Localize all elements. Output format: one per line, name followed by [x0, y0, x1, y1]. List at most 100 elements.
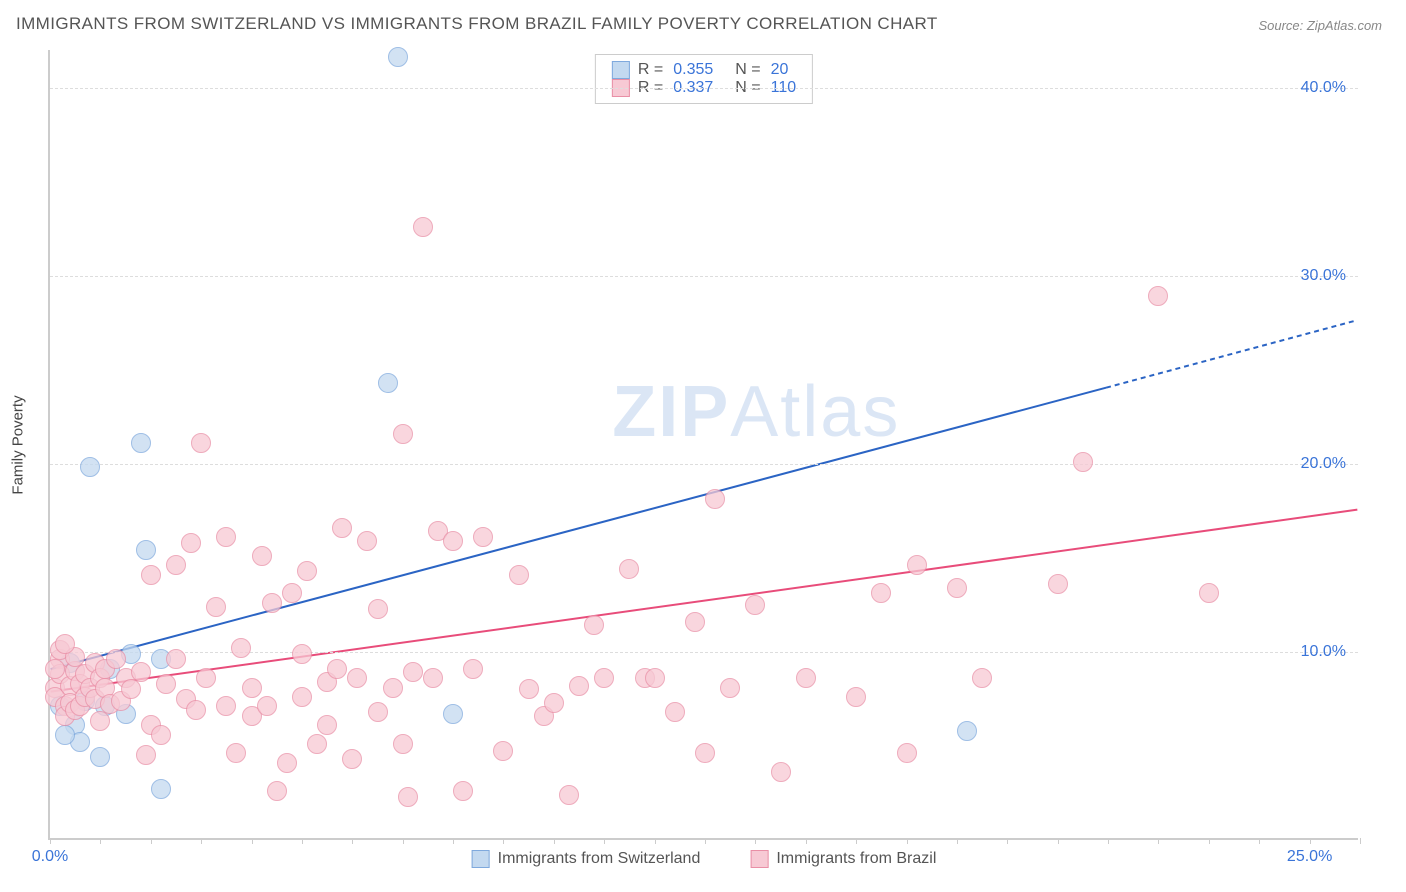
x-tick-mark — [1209, 838, 1210, 844]
data-point — [342, 749, 362, 769]
x-tick-mark — [100, 838, 101, 844]
data-point — [242, 678, 262, 698]
x-tick-mark — [352, 838, 353, 844]
data-point — [131, 433, 151, 453]
data-point — [136, 745, 156, 765]
data-point — [544, 693, 564, 713]
data-point — [90, 711, 110, 731]
legend-row: R =0.355N =20 — [612, 61, 796, 79]
data-point — [347, 668, 367, 688]
x-tick-mark — [604, 838, 605, 844]
data-point — [257, 696, 277, 716]
data-point — [292, 644, 312, 664]
series-legend: Immigrants from SwitzerlandImmigrants fr… — [472, 850, 937, 868]
trend-line — [51, 388, 1106, 669]
data-point — [55, 725, 75, 745]
data-point — [594, 668, 614, 688]
data-point — [267, 781, 287, 801]
data-point — [252, 546, 272, 566]
data-point — [907, 555, 927, 575]
data-point — [206, 597, 226, 617]
data-point — [297, 561, 317, 581]
data-point — [80, 457, 100, 477]
data-point — [413, 217, 433, 237]
gridline — [50, 276, 1358, 277]
x-tick-mark — [1108, 838, 1109, 844]
data-point — [388, 47, 408, 67]
y-tick-label: 30.0% — [1301, 267, 1346, 285]
data-point — [957, 721, 977, 741]
data-point — [695, 743, 715, 763]
data-point — [166, 649, 186, 669]
stats-legend: R =0.355N =20R =0.337N =110 — [595, 54, 813, 104]
data-point — [1073, 452, 1093, 472]
gridline — [50, 88, 1358, 89]
x-tick-mark — [755, 838, 756, 844]
x-tick-mark — [907, 838, 908, 844]
data-point — [55, 634, 75, 654]
data-point — [317, 715, 337, 735]
x-tick-mark — [1360, 838, 1361, 844]
y-tick-label: 40.0% — [1301, 79, 1346, 97]
x-tick-mark — [503, 838, 504, 844]
data-point — [509, 565, 529, 585]
x-tick-mark — [201, 838, 202, 844]
data-point — [745, 595, 765, 615]
data-point — [151, 779, 171, 799]
data-point — [463, 659, 483, 679]
data-point — [368, 702, 388, 722]
x-tick-mark — [403, 838, 404, 844]
data-point — [332, 518, 352, 538]
data-point — [181, 533, 201, 553]
data-point — [226, 743, 246, 763]
data-point — [947, 578, 967, 598]
data-point — [383, 678, 403, 698]
data-point — [453, 781, 473, 801]
gridline — [50, 464, 1358, 465]
chart-title: IMMIGRANTS FROM SWITZERLAND VS IMMIGRANT… — [16, 14, 938, 34]
data-point — [136, 540, 156, 560]
y-axis-label: Family Poverty — [10, 395, 27, 494]
data-point — [106, 649, 126, 669]
legend-n-value: 20 — [771, 61, 789, 79]
legend-swatch — [472, 850, 490, 868]
x-tick-mark — [302, 838, 303, 844]
data-point — [378, 373, 398, 393]
data-point — [1048, 574, 1068, 594]
data-point — [473, 527, 493, 547]
x-tick-mark — [1007, 838, 1008, 844]
data-point — [277, 753, 297, 773]
series-legend-label: Immigrants from Brazil — [776, 850, 936, 868]
x-tick-label: 0.0% — [32, 848, 68, 866]
x-tick-mark — [806, 838, 807, 844]
data-point — [1148, 286, 1168, 306]
data-point — [262, 593, 282, 613]
data-point — [216, 527, 236, 547]
x-tick-mark — [453, 838, 454, 844]
data-point — [705, 489, 725, 509]
data-point — [443, 531, 463, 551]
data-point — [141, 565, 161, 585]
watermark-zip: ZIP — [612, 372, 730, 452]
plot-region: ZIPAtlas R =0.355N =20R =0.337N =110 Imm… — [48, 50, 1358, 840]
x-tick-mark — [957, 838, 958, 844]
data-point — [282, 583, 302, 603]
x-tick-label: 25.0% — [1287, 848, 1332, 866]
data-point — [569, 676, 589, 696]
data-point — [584, 615, 604, 635]
data-point — [292, 687, 312, 707]
trend-line-extrapolated — [1106, 320, 1357, 388]
y-tick-label: 10.0% — [1301, 643, 1346, 661]
data-point — [191, 433, 211, 453]
x-tick-mark — [554, 838, 555, 844]
data-point — [398, 787, 418, 807]
x-tick-mark — [1058, 838, 1059, 844]
x-tick-mark — [1310, 838, 1311, 844]
data-point — [796, 668, 816, 688]
legend-r-value: 0.355 — [673, 61, 713, 79]
legend-r-label: R = — [638, 61, 663, 79]
data-point — [327, 659, 347, 679]
data-point — [403, 662, 423, 682]
x-tick-mark — [1158, 838, 1159, 844]
data-point — [151, 725, 171, 745]
